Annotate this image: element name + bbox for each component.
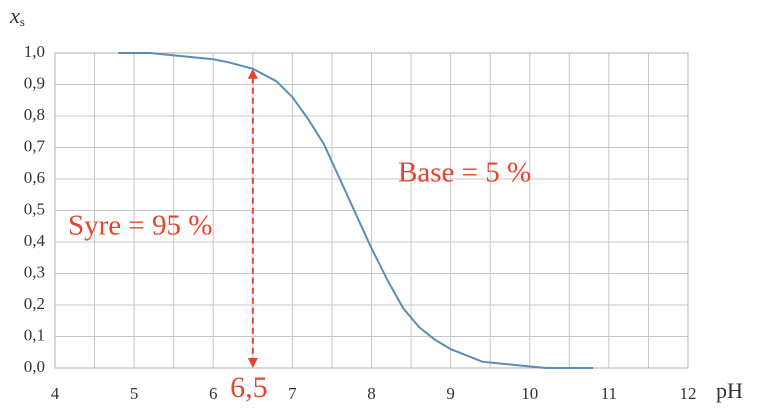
x-tick-label: 6: [209, 384, 218, 403]
x-tick-label: 11: [601, 384, 617, 403]
arrow-head: [247, 68, 258, 79]
y-tick-label: 0,4: [24, 231, 46, 250]
arrow-head: [247, 358, 258, 368]
y-axis-label: xs: [9, 3, 25, 29]
y-label-sub: s: [20, 14, 25, 29]
y-tick-label: 1,0: [24, 42, 45, 61]
arrow-label: 6,5: [230, 371, 268, 404]
x-tick-label: 9: [446, 384, 455, 403]
x-tick-label: 4: [51, 384, 60, 403]
x-tick-label: 8: [367, 384, 376, 403]
y-tick-label: 0,9: [24, 73, 45, 92]
y-tick-label: 0,1: [24, 325, 45, 344]
y-tick-label: 0,0: [24, 357, 45, 376]
plot-border: [54, 52, 689, 369]
y-tick-label: 0,7: [24, 136, 46, 155]
annotation: Syre = 95 %: [68, 210, 212, 242]
x-axis-label: pH: [716, 378, 743, 403]
grid: [54, 52, 689, 369]
x-tick-label: 7: [288, 384, 297, 403]
x-tick-label: 12: [680, 384, 697, 403]
data-line: [118, 52, 594, 369]
y-tick-label: 0,5: [24, 199, 45, 218]
x-tick-label: 5: [130, 384, 139, 403]
y-tick-label: 0,3: [24, 262, 45, 281]
y-tick-label: 0,8: [24, 105, 45, 124]
y-tick-label: 0,2: [24, 294, 45, 313]
y-label-main: x: [9, 3, 20, 28]
x-tick-label: 10: [521, 384, 538, 403]
annotation: Base = 5 %: [398, 157, 531, 189]
y-tick-label: 0,6: [24, 168, 45, 187]
